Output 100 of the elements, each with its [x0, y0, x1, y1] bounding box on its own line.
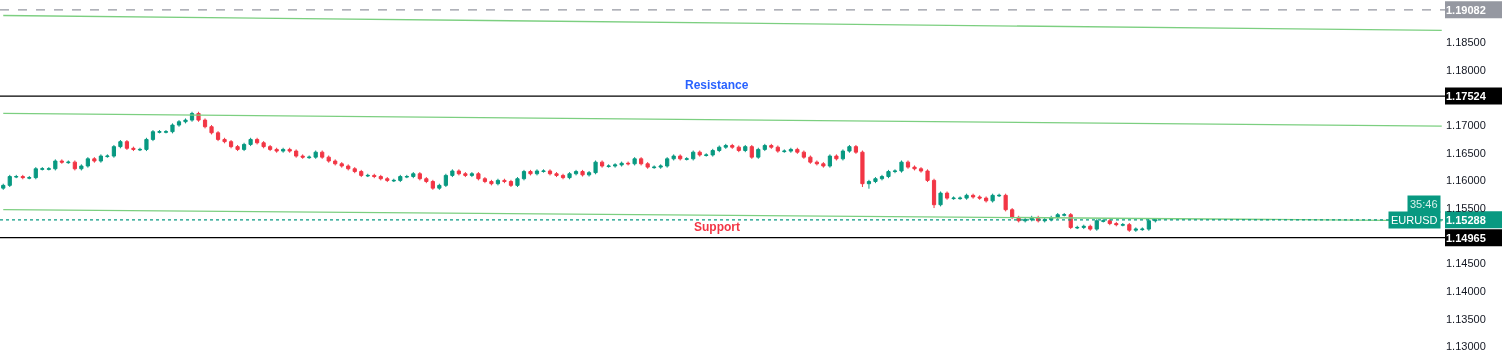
candlestick	[560, 173, 566, 180]
candlestick	[287, 147, 292, 154]
candlestick	[639, 156, 644, 166]
candlestick	[808, 154, 813, 165]
y-tick-label: 1.16000	[1446, 174, 1486, 187]
candlestick	[860, 150, 865, 188]
candlestick	[85, 156, 90, 169]
candlestick	[1075, 225, 1080, 230]
candlestick	[124, 139, 130, 151]
candlestick	[1120, 222, 1125, 227]
candlestick	[984, 195, 989, 204]
y-tick-label: 1.14500	[1446, 257, 1486, 270]
candlestick	[632, 156, 637, 166]
candlestick	[209, 124, 214, 135]
candlestick	[905, 159, 911, 170]
candlestick	[404, 174, 409, 179]
candlestick	[613, 162, 618, 169]
candlestick	[398, 174, 403, 183]
candlestick	[840, 148, 846, 161]
candlestick	[573, 169, 579, 176]
candlestick	[489, 179, 494, 186]
candlestick	[98, 153, 103, 164]
candlestick	[46, 166, 51, 171]
candlestick	[274, 147, 279, 154]
candlestick	[866, 179, 872, 190]
candlestick	[495, 178, 501, 186]
candlestick	[554, 171, 559, 178]
candlestick	[131, 146, 136, 152]
candlestick	[756, 147, 761, 160]
candlestick	[606, 163, 611, 169]
candlestick	[300, 153, 305, 160]
candlestick	[202, 117, 208, 129]
candlestick	[326, 154, 331, 164]
candlestick	[508, 179, 514, 188]
candlestick	[977, 194, 982, 201]
candlestick	[769, 143, 774, 150]
candlestick	[515, 176, 520, 188]
y-tick-label: 1.15288	[1446, 213, 1486, 226]
candlestick	[528, 169, 533, 176]
candlestick	[7, 174, 12, 188]
candlestick	[118, 139, 123, 149]
y-tick-label: 1.17000	[1446, 118, 1486, 131]
candlestick	[40, 166, 45, 171]
candlestick	[313, 150, 318, 160]
y-tick-label: 1.18000	[1446, 63, 1486, 76]
candlestick	[704, 152, 709, 158]
candlestick	[736, 145, 741, 153]
candlestick	[1003, 193, 1008, 212]
candlestick	[411, 171, 416, 179]
candlestick	[261, 140, 266, 149]
candlestick	[658, 163, 663, 170]
candlestick	[918, 166, 924, 174]
candlestick	[372, 173, 377, 179]
candlestick	[971, 193, 976, 200]
candlestick	[255, 137, 260, 145]
candlestick	[951, 195, 956, 201]
candlestick	[235, 144, 240, 152]
candlestick	[424, 176, 429, 184]
candlestick	[671, 153, 676, 161]
y-tick-label: 1.13500	[1446, 312, 1486, 325]
candlestick	[749, 144, 754, 160]
candlestick	[346, 163, 351, 171]
candlestick	[652, 164, 657, 170]
annotation: 35:46	[1410, 198, 1438, 210]
y-tick-label: 1.15500	[1446, 201, 1486, 214]
candlestick	[834, 153, 839, 161]
y-tick-label: 1.19082	[1446, 3, 1486, 16]
candlestick	[665, 156, 670, 169]
candlestick	[248, 137, 253, 147]
candlestick	[788, 147, 793, 154]
candlestick	[14, 174, 19, 179]
candlestick	[391, 178, 396, 183]
candlestick	[873, 176, 878, 184]
candlestick	[821, 161, 826, 169]
candlestick	[521, 169, 527, 181]
candlestick	[743, 144, 748, 153]
candlestick	[580, 169, 585, 178]
candlestick	[723, 143, 728, 150]
candlestick	[1107, 218, 1112, 226]
candlestick	[144, 137, 149, 152]
candlestick	[105, 153, 110, 159]
candlestick	[795, 147, 800, 155]
candlestick	[359, 169, 364, 178]
candlestick	[482, 176, 488, 184]
candlestick	[437, 183, 442, 191]
candlestick	[1088, 224, 1093, 232]
candlestick	[931, 178, 937, 209]
y-tick-label: 1.14965	[1446, 231, 1486, 244]
candlestick	[241, 142, 247, 152]
y-tick-label: 1.16500	[1446, 146, 1486, 159]
candlestick	[1114, 221, 1119, 227]
candlestick	[684, 156, 689, 161]
candlestick	[853, 144, 859, 155]
candlestick	[469, 171, 474, 178]
candlestick	[59, 158, 64, 165]
candlestick	[222, 137, 227, 144]
candlestick	[710, 148, 715, 158]
candlestick	[352, 166, 357, 174]
candlestick	[925, 168, 930, 183]
candlestick	[717, 145, 722, 153]
